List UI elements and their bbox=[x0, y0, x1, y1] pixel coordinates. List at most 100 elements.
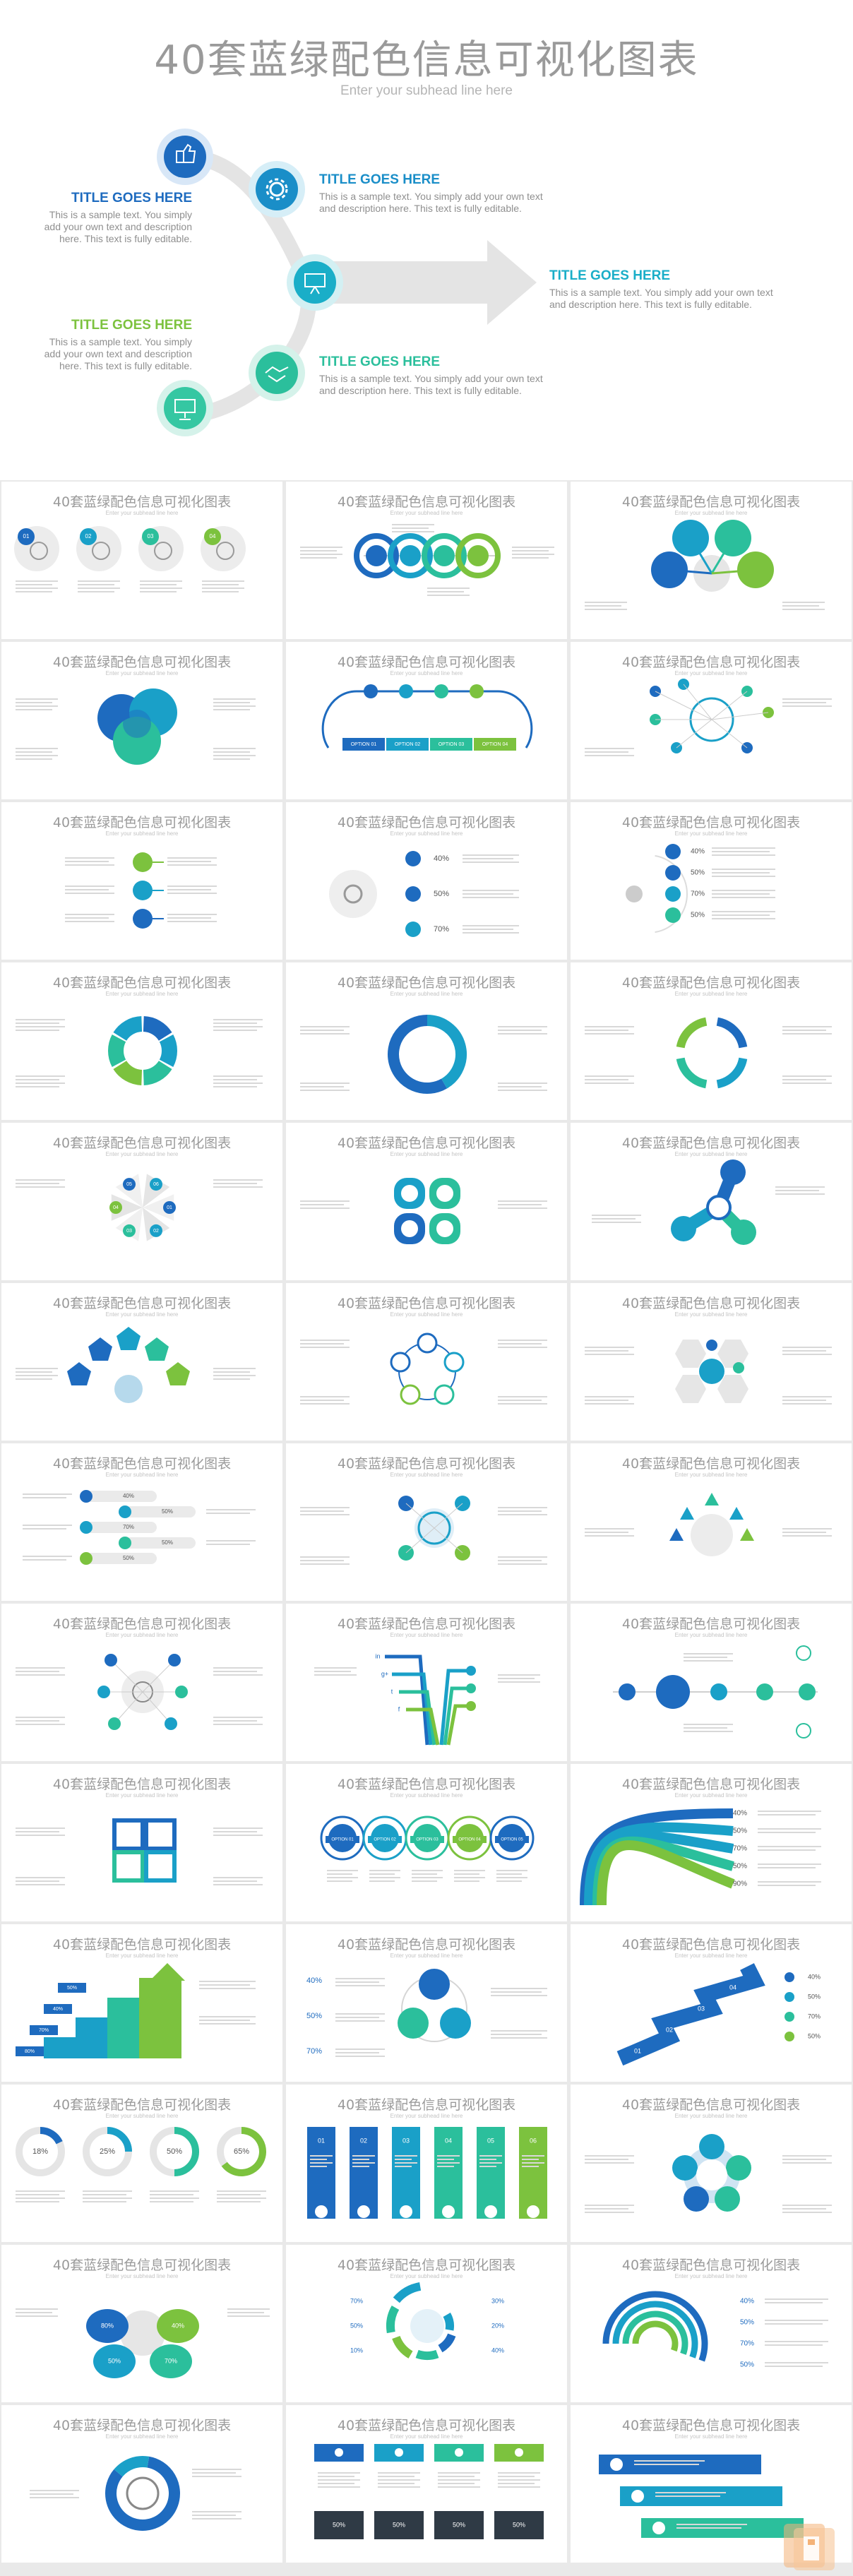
slide-thumbnail-5[interactable]: 40套蓝绿配色信息可视化图表 Enter your subhead line he… bbox=[286, 642, 567, 799]
slide-title: 40套蓝绿配色信息可视化图表 bbox=[337, 815, 516, 830]
placeholder-text-line bbox=[585, 605, 621, 607]
slide-thumbnail-7[interactable]: 40套蓝绿配色信息可视化图表 Enter your subhead line he… bbox=[1, 802, 282, 960]
leaf-shape bbox=[157, 2309, 199, 2343]
placeholder-text-line bbox=[765, 2341, 828, 2342]
slide-thumbnail-28[interactable]: 40套蓝绿配色信息可视化图表 Enter your subhead line he… bbox=[1, 1924, 282, 2082]
slide-thumbnail-2[interactable]: 40套蓝绿配色信息可视化图表 Enter your subhead line he… bbox=[286, 482, 567, 639]
placeholder-text-line bbox=[782, 1075, 832, 1077]
slide-thumbnail-1[interactable]: 40套蓝绿配色信息可视化图表 Enter your subhead line he… bbox=[1, 482, 282, 639]
slide-thumbnail-6[interactable]: 40套蓝绿配色信息可视化图表 Enter your subhead line he… bbox=[571, 642, 852, 799]
diagram-circle bbox=[391, 1353, 410, 1371]
placeholder-text-line bbox=[310, 2162, 333, 2164]
placeholder-text-line bbox=[463, 897, 519, 898]
slide-thumbnail-18[interactable]: 40套蓝绿配色信息可视化图表 Enter your subhead line he… bbox=[571, 1283, 852, 1441]
slide-label: 40% bbox=[53, 2007, 63, 2012]
diagram-arc bbox=[622, 2310, 688, 2355]
slide-thumbnail-10[interactable]: 40套蓝绿配色信息可视化图表 Enter your subhead line he… bbox=[1, 962, 282, 1120]
slide-thumbnail-36[interactable]: 40套蓝绿配色信息可视化图表 Enter your subhead line he… bbox=[571, 2245, 852, 2402]
slide-label: 25% bbox=[100, 2147, 115, 2156]
placeholder-text-line bbox=[496, 1870, 527, 1871]
slide-thumbnail-17[interactable]: 40套蓝绿配色信息可视化图表 Enter your subhead line he… bbox=[286, 1283, 567, 1441]
slide-thumbnail-26[interactable]: 40套蓝绿配色信息可视化图表 Enter your subhead line he… bbox=[286, 1764, 567, 1921]
slide-subtitle: Enter your subhead line here bbox=[390, 2273, 463, 2279]
slide-thumbnail-34[interactable]: 40套蓝绿配色信息可视化图表 Enter your subhead line he… bbox=[1, 2245, 282, 2402]
placeholder-text-line bbox=[213, 1667, 263, 1669]
placeholder-text-line bbox=[491, 1988, 547, 1989]
slide-thumbnail-14[interactable]: 40套蓝绿配色信息可视化图表 Enter your subhead line he… bbox=[286, 1123, 567, 1280]
placeholder-text-line bbox=[712, 914, 770, 916]
center-circle bbox=[691, 1514, 733, 1556]
number-badge bbox=[150, 1224, 162, 1237]
slide-thumbnail-8[interactable]: 40套蓝绿配色信息可视化图表 Enter your subhead line he… bbox=[286, 802, 567, 960]
slide-thumbnail-25[interactable]: 40套蓝绿配色信息可视化图表 Enter your subhead line he… bbox=[1, 1764, 282, 1921]
placeholder-text-line bbox=[369, 1880, 395, 1882]
slide-label: 50% bbox=[740, 2361, 754, 2369]
placeholder-text-line bbox=[782, 1396, 832, 1397]
slide-thumbnail-21[interactable]: 40套蓝绿配色信息可视化图表 Enter your subhead line he… bbox=[571, 1443, 852, 1601]
diagram-circle bbox=[133, 852, 153, 872]
diagram-circle bbox=[665, 886, 681, 902]
placeholder-text-line bbox=[498, 1400, 542, 1401]
placeholder-text-line bbox=[782, 702, 826, 703]
slide-thumbnail-35[interactable]: 40套蓝绿配色信息可视化图表 Enter your subhead line he… bbox=[286, 2245, 567, 2402]
slide-thumbnail-22[interactable]: 40套蓝绿配色信息可视化图表 Enter your subhead line he… bbox=[1, 1604, 282, 1761]
slide-thumbnail-31[interactable]: 40套蓝绿配色信息可视化图表 Enter your subhead line he… bbox=[1, 2085, 282, 2242]
option-column bbox=[307, 2127, 335, 2219]
pinwheel-petal bbox=[115, 1174, 143, 1208]
slide-thumbnail-16[interactable]: 40套蓝绿配色信息可视化图表 Enter your subhead line he… bbox=[1, 1283, 282, 1441]
placeholder-text-line bbox=[522, 2159, 539, 2160]
placeholder-text-line bbox=[213, 1022, 257, 1024]
diagram-circle bbox=[731, 1220, 756, 1245]
slide-thumbnail-37[interactable]: 40套蓝绿配色信息可视化图表 Enter your subhead line he… bbox=[1, 2405, 282, 2563]
slide-label: 70% bbox=[808, 2012, 821, 2020]
placeholder-text-line bbox=[498, 1033, 547, 1034]
slide-thumbnail-30[interactable]: 40套蓝绿配色信息可视化图表 Enter your subhead line he… bbox=[571, 1924, 852, 2082]
slide-subtitle: Enter your subhead line here bbox=[390, 1311, 463, 1318]
placeholder-text-line bbox=[199, 1981, 256, 1982]
slide-label: 03 bbox=[698, 2005, 705, 2012]
placeholder-text-line bbox=[498, 1026, 547, 1027]
callout-2: TITLE GOES HERE This is a sample text. Y… bbox=[319, 172, 552, 215]
slide-thumbnail-12[interactable]: 40套蓝绿配色信息可视化图表 Enter your subhead line he… bbox=[571, 962, 852, 1120]
tree-branch bbox=[439, 1669, 470, 1746]
placeholder-text-line bbox=[213, 1827, 263, 1829]
slide-thumbnail-15[interactable]: 40套蓝绿配色信息可视化图表 Enter your subhead line he… bbox=[571, 1123, 852, 1280]
slide-thumbnail-13[interactable]: 40套蓝绿配色信息可视化图表 Enter your subhead line he… bbox=[1, 1123, 282, 1280]
infographic-columns: 01 02 03 04 05 06 bbox=[307, 2127, 547, 2219]
placeholder-text-line bbox=[782, 1403, 832, 1405]
slide-title: 40套蓝绿配色信息可视化图表 bbox=[52, 494, 232, 510]
slide-thumbnail-33[interactable]: 40套蓝绿配色信息可视化图表 Enter your subhead line he… bbox=[571, 2085, 852, 2242]
slide-thumbnail-38[interactable]: 40套蓝绿配色信息可视化图表 Enter your subhead line he… bbox=[286, 2405, 567, 2563]
infographic-circlering bbox=[300, 1332, 547, 1405]
slide-subtitle: Enter your subhead line here bbox=[105, 2433, 179, 2440]
placeholder-text-line bbox=[150, 2201, 193, 2202]
slide-thumbnail-23[interactable]: 40套蓝绿配色信息可视化图表 Enter your subhead line he… bbox=[286, 1604, 567, 1761]
slide-thumbnail-11[interactable]: 40套蓝绿配色信息可视化图表 Enter your subhead line he… bbox=[286, 962, 567, 1120]
slide-thumbnail-19[interactable]: 40套蓝绿配色信息可视化图表 Enter your subhead line he… bbox=[1, 1443, 282, 1601]
slide-thumbnail-27[interactable]: 40套蓝绿配色信息可视化图表 Enter your subhead line he… bbox=[571, 1764, 852, 1921]
placeholder-text-line bbox=[213, 1724, 263, 1725]
slide-thumbnail-4[interactable]: 40套蓝绿配色信息可视化图表 Enter your subhead line he… bbox=[1, 642, 282, 799]
slide-thumbnail-3[interactable]: 40套蓝绿配色信息可视化图表 Enter your subhead line he… bbox=[571, 482, 852, 639]
slide-thumbnail-29[interactable]: 40套蓝绿配色信息可视化图表 Enter your subhead line he… bbox=[286, 1924, 567, 2082]
placeholder-text-line bbox=[213, 1186, 263, 1188]
placeholder-text-line bbox=[16, 1086, 59, 1087]
placeholder-text-line bbox=[213, 1079, 257, 1080]
slide-thumbnail-32[interactable]: 40套蓝绿配色信息可视化图表 Enter your subhead line he… bbox=[286, 2085, 567, 2242]
square-tile bbox=[144, 1818, 177, 1851]
placeholder-text-line bbox=[16, 709, 52, 710]
placeholder-text-line bbox=[712, 847, 775, 849]
slide-thumbnail-20[interactable]: 40套蓝绿配色信息可视化图表 Enter your subhead line he… bbox=[286, 1443, 567, 1601]
placeholder-text-line bbox=[300, 1560, 344, 1561]
slide-subtitle: Enter your subhead line here bbox=[674, 1792, 748, 1799]
slide-thumbnail-24[interactable]: 40套蓝绿配色信息可视化图表 Enter your subhead line he… bbox=[571, 1604, 852, 1761]
slide-label: OPTION 03 bbox=[416, 1838, 439, 1842]
placeholder-text-line bbox=[16, 1831, 59, 1832]
hex-tile bbox=[675, 1375, 706, 1403]
placeholder-text-line bbox=[491, 1991, 542, 1993]
placeholder-text-line bbox=[206, 1513, 250, 1514]
square-tile bbox=[144, 1850, 177, 1883]
placeholder-text-line bbox=[758, 1846, 821, 1847]
slide-thumbnail-9[interactable]: 40套蓝绿配色信息可视化图表 Enter your subhead line he… bbox=[571, 802, 852, 960]
infographic-semicircle-percent: 40% 50% 70% 50% bbox=[626, 844, 775, 934]
